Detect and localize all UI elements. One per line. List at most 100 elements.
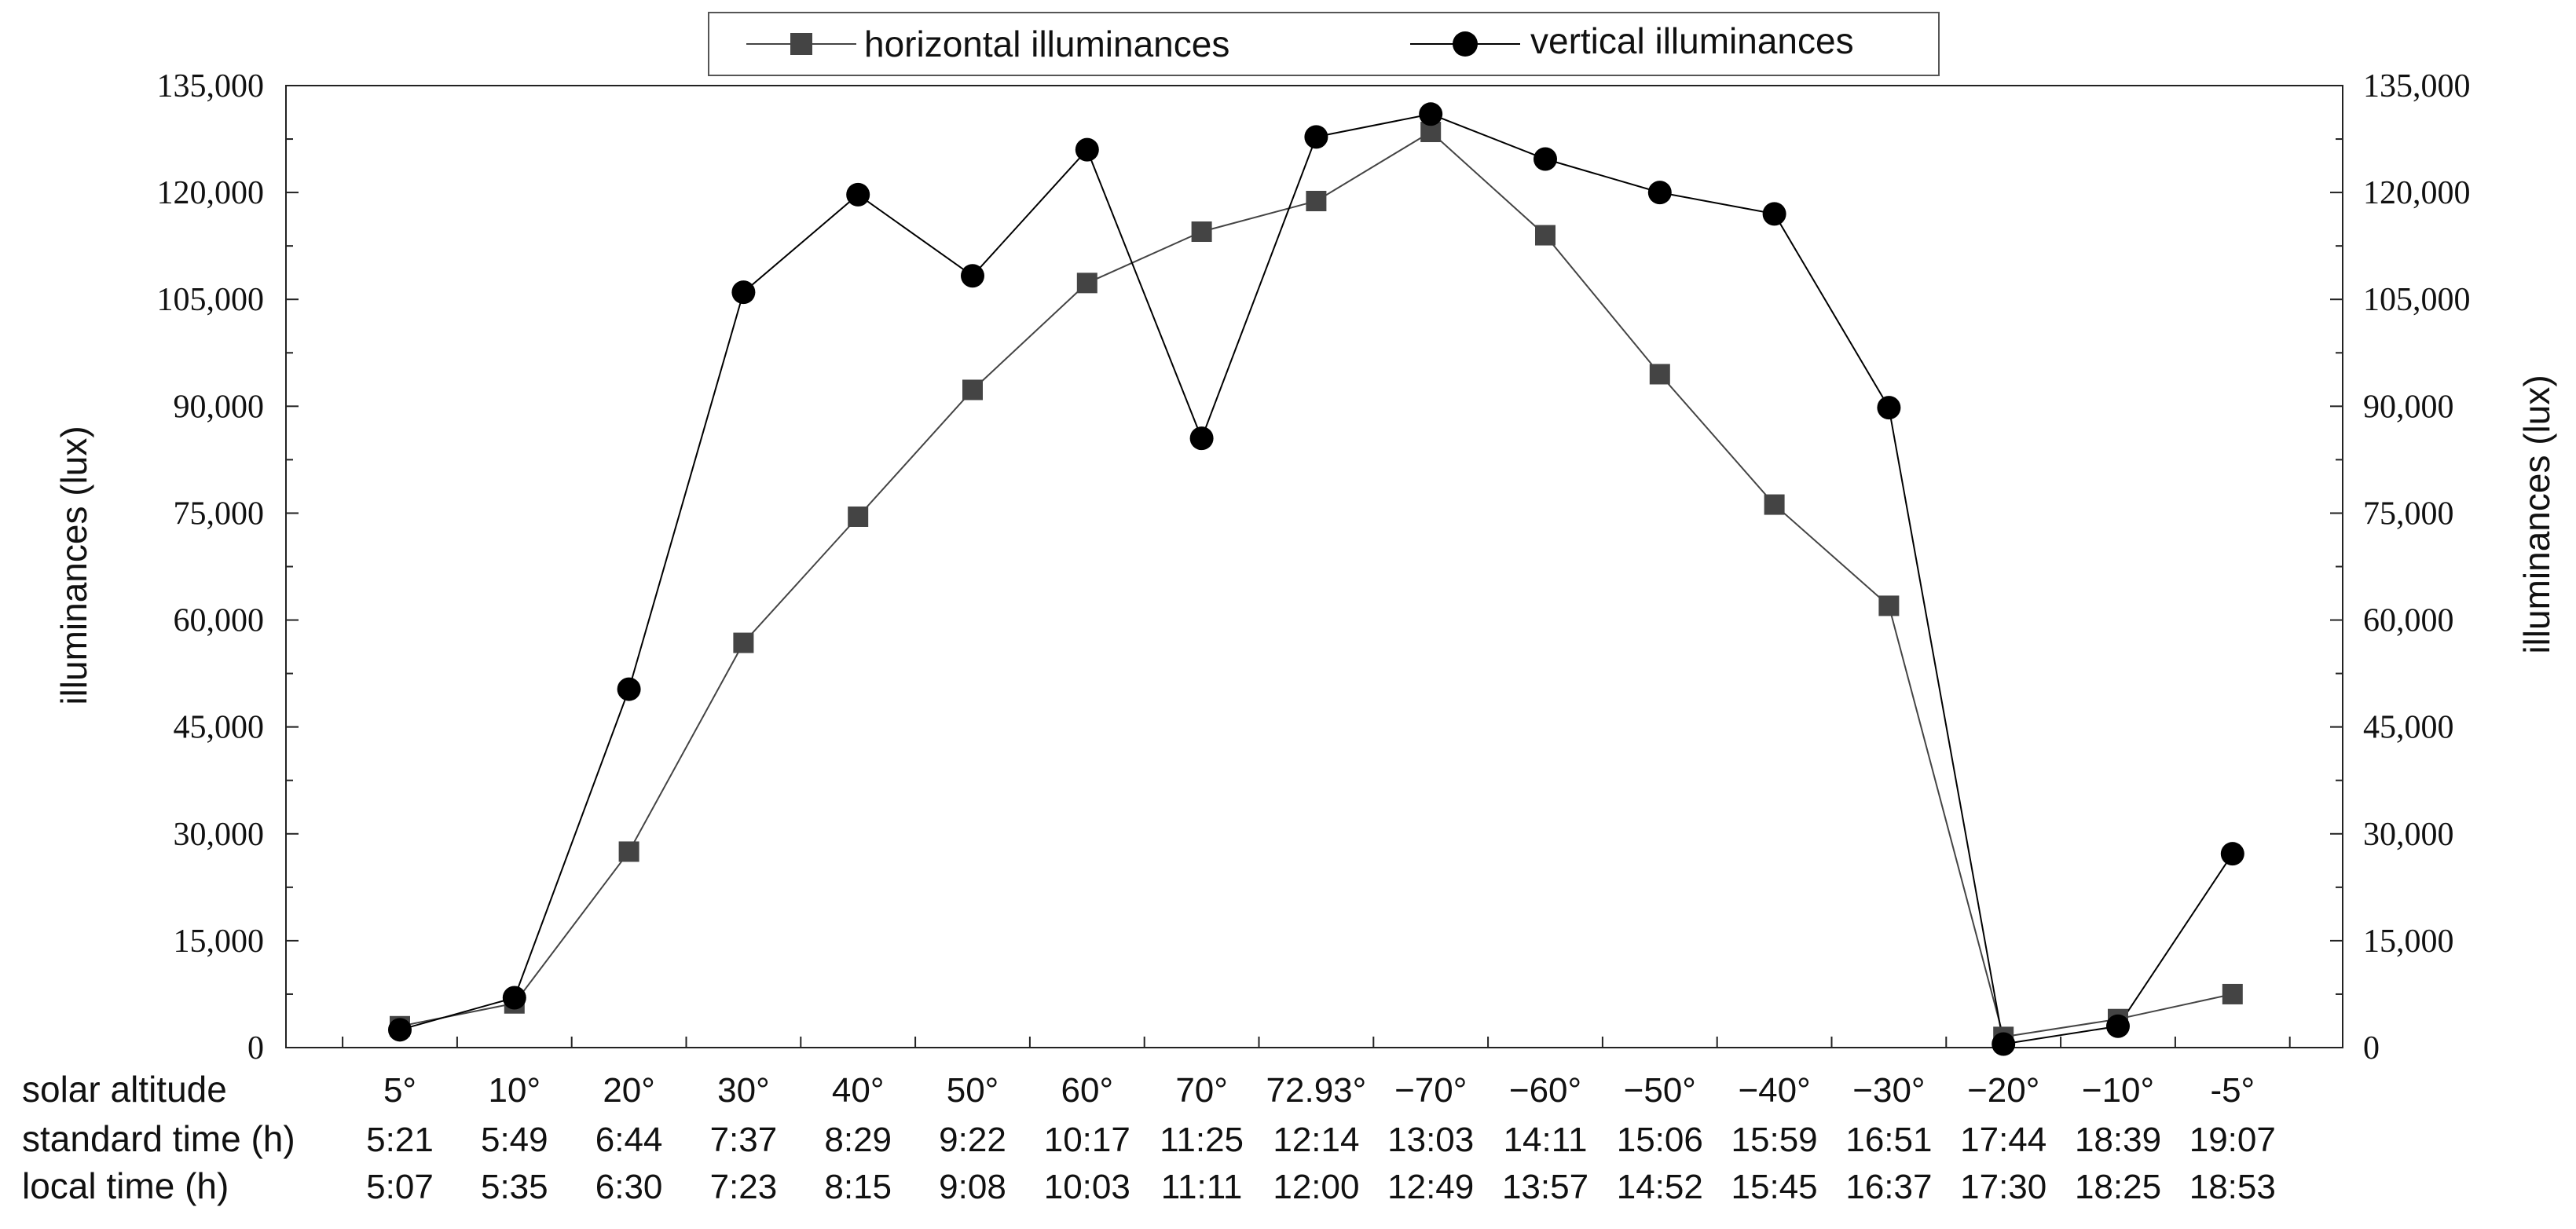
x-label-solar-altitude: −40° [1738,1071,1810,1110]
x-label-local-time: 14:52 [1617,1168,1703,1206]
x-label-local-time: 18:53 [2189,1168,2276,1206]
legend-marker-vertical [1453,31,1478,57]
x-label-local-time: 16:37 [1845,1168,1932,1206]
horizontal-point [962,379,983,401]
x-label-solar-altitude: -5° [2210,1071,2255,1110]
x-label-standard-time: 15:06 [1617,1121,1703,1159]
y-tick-label-left: 135,000 [157,68,265,104]
x-label-local-time: 15:45 [1731,1168,1818,1206]
x-label-standard-time: 12:14 [1273,1121,1359,1159]
x-label-local-time: 12:49 [1387,1168,1474,1206]
vertical-point [1877,396,1901,420]
series-layer [388,102,2244,1056]
series-line-vertical [399,113,2233,1045]
y-tick-label-left: 105,000 [157,282,265,318]
y-tick-label-left: 15,000 [174,924,265,960]
x-label-solar-altitude: 5° [383,1071,416,1110]
x-label-standard-time: 6:44 [595,1121,663,1159]
vertical-point [1304,125,1328,149]
y-tick-label-left: 90,000 [174,389,265,425]
y-tick-label-left: 0 [247,1030,264,1066]
y-tick-label-left: 120,000 [157,175,265,211]
x-label-local-time: 11:11 [1161,1168,1243,1206]
x-label-local-time: 10:03 [1044,1168,1130,1206]
row-label-standard-time: standard time (h) [22,1118,295,1159]
vertical-point [961,264,984,288]
x-label-standard-time: 9:22 [939,1121,1006,1159]
y-tick-label-right: 60,000 [2363,603,2454,639]
y-tick-label-right: 30,000 [2363,817,2454,853]
x-label-standard-time: 8:29 [824,1121,892,1159]
x-label-local-time: 8:15 [824,1168,892,1206]
x-label-solar-altitude: −60° [1509,1071,1581,1110]
legend-marker-horizontal [790,33,812,55]
x-label-solar-altitude: −30° [1852,1071,1925,1110]
legend: horizontal illuminances vertical illumin… [708,12,1940,76]
horizontal-point [1649,364,1670,385]
legend-label-horizontal: horizontal illuminances [864,24,1229,64]
x-label-standard-time: 14:11 [1504,1121,1588,1159]
y-tick-label-right: 0 [2363,1030,2380,1066]
y-tick-label-right: 120,000 [2363,175,2471,211]
horizontal-point [1764,494,1785,515]
x-label-solar-altitude: 30° [717,1071,770,1110]
x-label-standard-time: 17:44 [1960,1121,2047,1159]
x-label-local-time: 6:30 [595,1168,663,1206]
x-label-solar-altitude: −20° [1967,1071,2039,1110]
vertical-point [2220,842,2244,866]
horizontal-point [2222,983,2243,1004]
vertical-point [617,677,641,701]
horizontal-point [618,841,639,862]
series-line-horizontal [399,130,2233,1038]
x-label-solar-altitude: 10° [489,1071,541,1110]
x-label-standard-time: 19:07 [2189,1121,2276,1159]
x-label-standard-time: 7:37 [710,1121,778,1159]
vertical-point [1534,147,1557,171]
y-axis-title-left: illuminances (lux) [53,426,94,704]
x-label-solar-altitude: 72.93° [1266,1071,1367,1110]
y-tick-label-right: 90,000 [2363,389,2454,425]
vertical-point [1992,1032,2016,1056]
y-tick-label-left: 60,000 [174,603,265,639]
y-tick-label-right: 105,000 [2363,282,2471,318]
x-label-local-time: 9:08 [939,1168,1006,1206]
y-tick-label-left: 45,000 [174,710,265,746]
x-label-solar-altitude: 40° [832,1071,885,1110]
x-label-standard-time: 5:21 [366,1121,434,1159]
x-label-solar-altitude: −50° [1624,1071,1696,1110]
horizontal-point [1306,191,1327,211]
y-tick-label-right: 135,000 [2363,68,2471,104]
vertical-point [1189,426,1214,451]
plot-frame [285,85,2343,1048]
y-axis-left: 0 15,000 30,000 45,000 60,000 75,000 90,000 105… [157,68,299,1066]
vertical-point [388,1018,412,1042]
vertical-point [1762,202,1786,226]
horizontal-point [733,632,754,653]
vertical-point [2106,1014,2130,1038]
y-tick-label-left: 75,000 [174,496,265,532]
x-category-labels: 5° 5:21 5:07 10° 5:49 5:35 20° 6:44 6:30 30° 7:37 7… [366,1071,2276,1206]
x-label-solar-altitude: 20° [603,1071,655,1110]
x-label-standard-time: 13:03 [1387,1121,1474,1159]
horizontal-point [1191,221,1212,243]
x-label-standard-time: 11:25 [1160,1121,1244,1159]
y-tick-label-right: 45,000 [2363,710,2454,746]
y-axis-right: 0 15,000 30,000 45,000 60,000 75,000 90,000 105… [2330,68,2471,1066]
x-label-solar-altitude: 50° [947,1071,999,1110]
y-tick-label-right: 15,000 [2363,924,2454,960]
x-label-solar-altitude: −10° [2082,1071,2154,1110]
horizontal-point [1878,595,1900,616]
row-label-solar-altitude: solar altitude [22,1069,227,1110]
vertical-point [846,182,870,207]
x-axis [342,1037,2291,1048]
vertical-point [731,280,756,305]
vertical-point [1647,181,1672,205]
vertical-point [1075,137,1099,162]
vertical-point [502,986,526,1010]
x-label-solar-altitude: 70° [1175,1071,1228,1110]
x-label-solar-altitude: 60° [1061,1071,1114,1110]
x-label-local-time: 7:23 [710,1168,778,1206]
horizontal-point [1535,225,1555,246]
